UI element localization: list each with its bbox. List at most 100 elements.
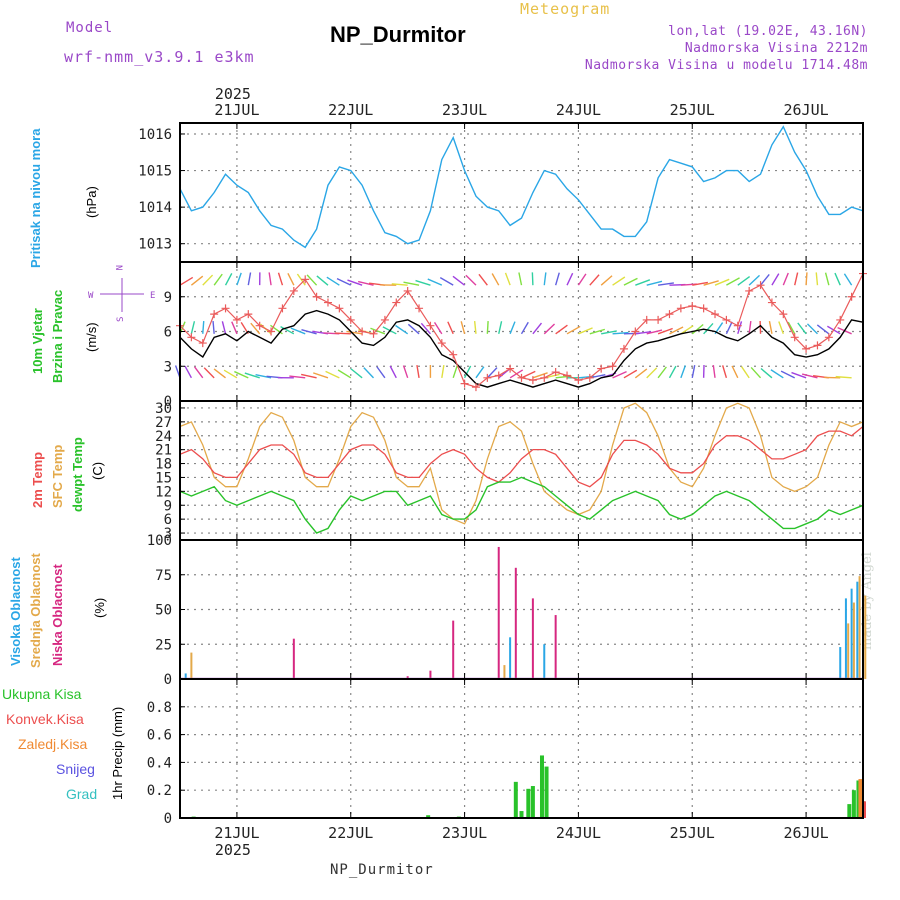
wind-barb xyxy=(834,272,841,286)
wind-barb xyxy=(389,365,397,379)
y-tick-label: 0 xyxy=(164,394,172,410)
y-tick-label: 9 xyxy=(164,290,172,306)
wind-barb xyxy=(250,322,261,335)
wind-barb xyxy=(589,274,600,286)
wind-barb xyxy=(703,322,714,335)
wind-barb xyxy=(612,370,627,379)
x-label-top: 25JUL xyxy=(670,101,715,119)
wind-barb xyxy=(184,365,192,379)
wind-barb xyxy=(521,370,536,379)
x-label-bottom: 21JUL xyxy=(214,824,259,842)
wind-barb xyxy=(787,321,796,335)
wind-barb xyxy=(566,272,574,286)
wind-barb xyxy=(357,280,374,286)
wind-barb xyxy=(190,275,204,286)
wind-barb xyxy=(532,322,543,335)
wind-barb xyxy=(486,320,489,334)
wind-barb xyxy=(478,273,488,286)
wind-barb xyxy=(740,366,750,379)
gust-marker xyxy=(289,286,298,295)
wind-barb xyxy=(290,327,306,335)
wind-barb xyxy=(750,366,762,379)
cloud-bar xyxy=(858,576,861,679)
wind-barb xyxy=(268,272,272,286)
wind-barb xyxy=(578,327,593,335)
wind-barb xyxy=(234,370,249,379)
gust-marker xyxy=(824,333,833,342)
wind-barb xyxy=(805,272,808,286)
gust-marker xyxy=(392,298,401,307)
wind-barb xyxy=(703,280,719,286)
gust-marker xyxy=(437,339,446,348)
wind-barb xyxy=(668,365,677,379)
compass-cross xyxy=(100,278,144,312)
gust-marker xyxy=(756,281,765,290)
wind-barb xyxy=(726,277,740,286)
gust-marker xyxy=(551,368,560,377)
wind-barb xyxy=(635,279,651,286)
wind-barb xyxy=(748,274,761,286)
wind-barb xyxy=(475,366,485,379)
wind-barb xyxy=(600,275,613,286)
wind-barb xyxy=(680,365,687,379)
precip-legend-total: Ukupna Kisa xyxy=(2,686,82,702)
wind-barb xyxy=(797,322,807,335)
gust-marker xyxy=(244,310,253,319)
gust-marker xyxy=(198,339,207,348)
gust-marker xyxy=(210,310,219,319)
gust-marker xyxy=(267,327,276,336)
gust-marker xyxy=(358,327,367,336)
footer-station: NP_Durmitor xyxy=(330,862,434,878)
gust-marker xyxy=(301,275,310,284)
wind-barb xyxy=(623,277,638,286)
wind-barb xyxy=(244,372,260,379)
wind-barb xyxy=(326,276,340,286)
wind-barb xyxy=(824,272,830,286)
sfc-temp-line xyxy=(179,402,864,525)
model-elevation: Nadmorska Visina u modelu 1714.48m xyxy=(584,58,868,73)
gust-marker xyxy=(494,371,503,380)
gust-marker xyxy=(608,362,617,371)
wind-barb xyxy=(336,277,352,286)
gust-marker xyxy=(665,310,674,319)
wind-barb xyxy=(498,321,503,334)
gust-marker xyxy=(711,310,720,319)
x-label-top: 23JUL xyxy=(442,101,487,119)
wind-barb xyxy=(554,272,560,286)
year-label-bottom: 2025 xyxy=(215,841,251,859)
gust-marker xyxy=(369,329,378,338)
gust-marker xyxy=(335,304,344,313)
x-label-bottom: 25JUL xyxy=(670,824,715,842)
year-label-top: 2025 xyxy=(215,85,251,103)
gust-marker xyxy=(847,292,856,301)
wind-barb xyxy=(337,369,352,379)
wind-barb xyxy=(532,372,548,379)
gust-marker xyxy=(619,344,628,353)
wind-barb xyxy=(221,321,227,334)
wind-barb xyxy=(287,272,295,286)
wind-barb xyxy=(427,278,443,286)
wind-speed-line xyxy=(179,309,864,388)
y-tick-label: 75 xyxy=(155,568,172,584)
precip-bar xyxy=(539,755,544,818)
gust-marker xyxy=(403,286,412,295)
y-tick-label: 18 xyxy=(155,457,172,473)
wind-barb xyxy=(843,273,853,286)
y-tick-label: 1014 xyxy=(138,200,172,216)
wind-barb xyxy=(669,326,684,335)
precip-bar xyxy=(513,781,518,818)
gust-marker xyxy=(745,286,754,295)
y-tick-label: 12 xyxy=(155,484,172,500)
wind-barb xyxy=(737,275,751,286)
wind-barb xyxy=(712,365,716,378)
wind-barb xyxy=(816,324,830,335)
cloud-bar xyxy=(429,670,432,679)
gust-marker xyxy=(654,315,663,324)
gust-marker xyxy=(346,315,355,324)
gust-marker xyxy=(642,315,651,324)
gust-marker xyxy=(483,373,492,382)
wind-barb xyxy=(289,375,306,379)
wind-barb xyxy=(280,326,295,335)
gust-marker xyxy=(426,321,435,330)
